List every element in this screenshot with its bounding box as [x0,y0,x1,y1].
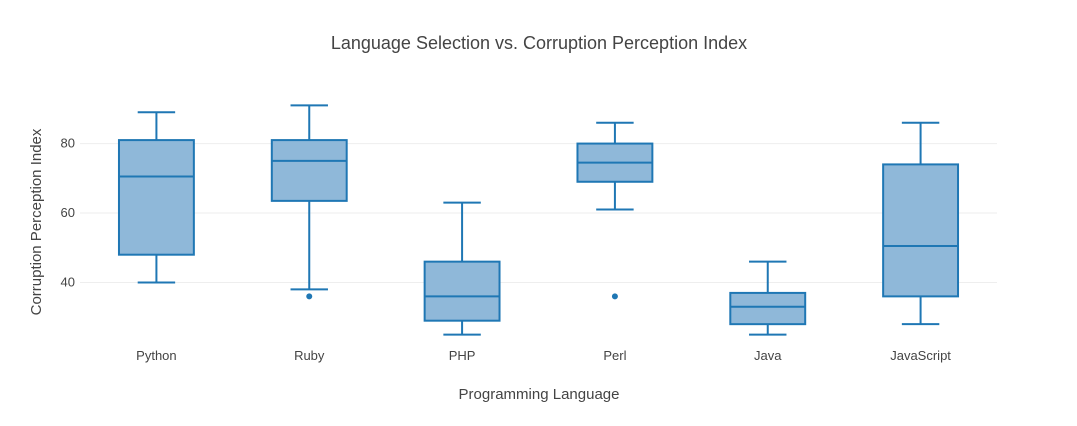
box-java [729,260,807,336]
x-tick-label: PHP [449,348,476,363]
x-tick-label: Perl [603,348,626,363]
box-python [117,111,195,284]
box-php [423,201,501,336]
iqr-box [270,139,348,202]
iqr-box [423,260,501,322]
box-ruby [270,104,348,300]
iqr-box [882,163,960,298]
box-javascript [882,121,960,326]
x-tick-label: Ruby [294,348,325,363]
iqr-box [117,139,195,256]
box-perl [576,121,654,300]
y-tick-label: 80 [61,136,75,151]
iqr-box [729,291,807,326]
x-tick-label: Java [754,348,782,363]
outlier-point [611,293,618,300]
y-axis-ticks: 40 60 80 [61,136,75,290]
gridlines [80,143,997,283]
x-tick-label: JavaScript [890,348,951,363]
y-axis-title: Corruption Perception Index [28,128,45,315]
x-tick-label: Python [136,348,176,363]
boxes [117,104,960,336]
y-tick-label: 40 [61,274,75,289]
y-tick-label: 60 [61,205,75,220]
outlier-point [306,293,313,300]
x-axis-title: Programming Language [459,386,620,403]
chart-title: Language Selection vs. Corruption Percep… [331,33,747,53]
x-axis-ticks: Python Ruby PHP Perl Java JavaScript [136,348,951,363]
